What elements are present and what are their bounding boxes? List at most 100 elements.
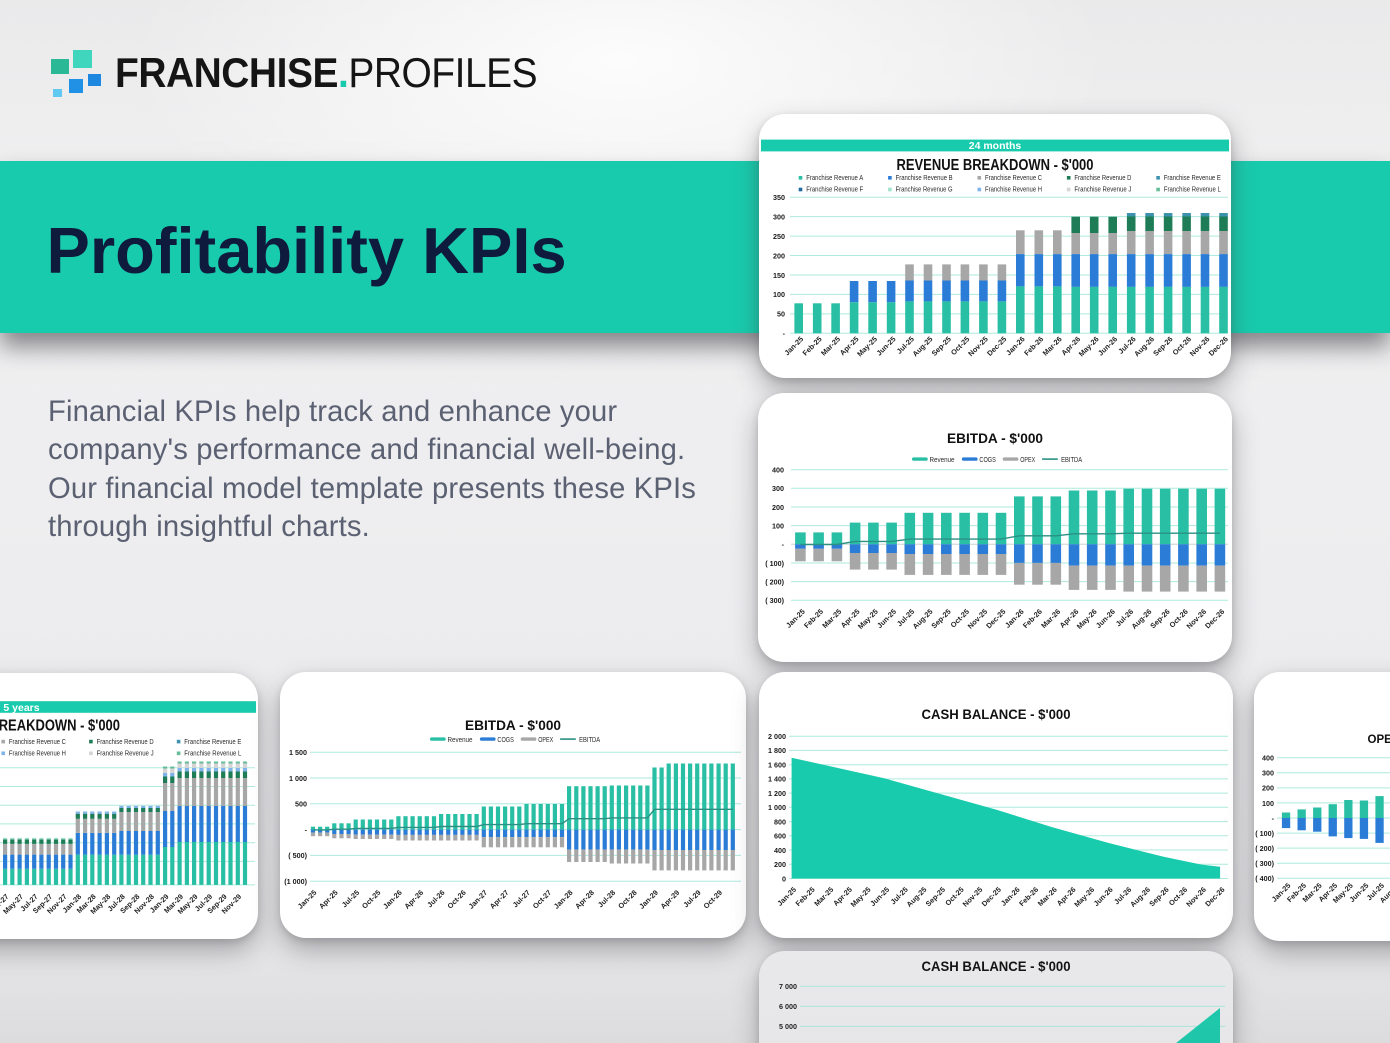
svg-text:0: 0	[782, 874, 786, 883]
svg-text:Feb-26: Feb-26	[1021, 607, 1044, 630]
svg-text:1 500: 1 500	[289, 748, 307, 757]
svg-text:1 000: 1 000	[768, 803, 786, 812]
svg-text:Jun-26: Jun-26	[1092, 885, 1115, 908]
svg-text:Apr-26: Apr-26	[402, 888, 425, 911]
svg-text:Franchise Revenue J: Franchise Revenue J	[97, 749, 154, 758]
svg-text:Sep-26: Sep-26	[1148, 607, 1171, 630]
svg-text:Nov-25: Nov-25	[961, 885, 985, 909]
svg-text:400: 400	[1262, 754, 1274, 763]
svg-text:Dec-26: Dec-26	[1207, 335, 1230, 358]
svg-text:REVENUE BREAKDOWN - $'000: REVENUE BREAKDOWN - $'000	[897, 157, 1094, 174]
svg-text:CASH BALANCE - $'000: CASH BALANCE - $'000	[922, 707, 1071, 723]
svg-text:Dec-25: Dec-25	[980, 885, 1003, 908]
svg-text:Apr-25: Apr-25	[317, 888, 340, 911]
svg-text:Jan-28: Jan-28	[552, 888, 575, 911]
svg-text:REVENUE BREAKDOWN - $'000: REVENUE BREAKDOWN - $'000	[0, 717, 120, 734]
svg-text:50: 50	[777, 310, 785, 319]
svg-text:May-26: May-26	[1075, 607, 1099, 631]
svg-text:OPEX: OPEX	[538, 735, 553, 744]
svg-text:Jul-28: Jul-28	[596, 888, 617, 909]
svg-text:Feb-25: Feb-25	[801, 335, 824, 358]
svg-text:Franchise Revenue L: Franchise Revenue L	[184, 749, 241, 758]
svg-text:Jun-26: Jun-26	[1096, 335, 1119, 358]
svg-text:Franchise Revenue D: Franchise Revenue D	[1074, 173, 1131, 182]
svg-text:Aug-25: Aug-25	[911, 335, 935, 359]
svg-text:500: 500	[295, 800, 307, 809]
svg-text:Jan-25: Jan-25	[775, 885, 798, 908]
svg-text:Aug-25: Aug-25	[905, 885, 929, 909]
svg-text:400: 400	[772, 466, 784, 475]
svg-text:-: -	[783, 329, 786, 338]
svg-text:200: 200	[773, 251, 785, 260]
svg-text:Dec-25: Dec-25	[985, 335, 1008, 358]
svg-text:Jan-25: Jan-25	[782, 335, 805, 358]
svg-text:300: 300	[772, 484, 784, 493]
svg-text:Dec-26: Dec-26	[1203, 607, 1226, 630]
svg-text:200: 200	[772, 503, 784, 512]
svg-text:100: 100	[1262, 799, 1274, 808]
svg-text:24 months: 24 months	[969, 140, 1022, 152]
svg-text:150: 150	[773, 271, 785, 280]
svg-text:Aug-26: Aug-26	[1130, 607, 1154, 631]
svg-text:-: -	[305, 825, 308, 834]
svg-text:Jan-29: Jan-29	[637, 888, 660, 911]
svg-text:Franchise Revenue L: Franchise Revenue L	[1164, 185, 1221, 194]
svg-text:Franchise Revenue E: Franchise Revenue E	[1164, 173, 1221, 182]
svg-text:5 years: 5 years	[3, 702, 39, 714]
svg-text:EBITDA - $'000: EBITDA - $'000	[947, 431, 1043, 447]
svg-text:Jun-25: Jun-25	[868, 885, 891, 908]
svg-text:Nov-26: Nov-26	[1188, 335, 1212, 359]
svg-text:Jun-26: Jun-26	[1094, 607, 1117, 630]
svg-text:Nov-25: Nov-25	[966, 335, 990, 359]
svg-text:CASH BALANCE - $'000: CASH BALANCE - $'000	[922, 959, 1071, 975]
svg-text:Jan-26: Jan-26	[999, 885, 1022, 908]
svg-text:Oct-26: Oct-26	[445, 888, 467, 910]
svg-text:May-26: May-26	[1072, 885, 1096, 909]
svg-text:2 000: 2 000	[768, 732, 786, 741]
svg-text:Nov-25: Nov-25	[966, 607, 990, 631]
svg-text:1 000: 1 000	[289, 774, 307, 783]
svg-text:Apr-29: Apr-29	[659, 888, 682, 911]
svg-text:Franchise Revenue E: Franchise Revenue E	[184, 737, 241, 746]
svg-text:OPEX: OPEX	[1020, 455, 1035, 464]
svg-text:Nov-26: Nov-26	[1185, 607, 1209, 631]
svg-text:Feb-25: Feb-25	[802, 607, 825, 630]
svg-text:300: 300	[1262, 769, 1274, 778]
svg-text:1 800: 1 800	[768, 746, 786, 755]
svg-text:Jan-27: Jan-27	[466, 888, 489, 911]
svg-text:COGS: COGS	[497, 735, 514, 744]
svg-text:-: -	[1272, 814, 1275, 823]
svg-text:Franchise Revenue C: Franchise Revenue C	[985, 173, 1042, 182]
svg-text:1 200: 1 200	[768, 789, 786, 798]
svg-text:600: 600	[774, 832, 786, 841]
svg-text:EBITDA: EBITDA	[1061, 455, 1082, 464]
svg-text:Mar-26: Mar-26	[1039, 607, 1062, 630]
svg-text:Jul-27: Jul-27	[511, 888, 532, 909]
svg-text:Jul-26: Jul-26	[425, 888, 446, 909]
svg-text:1 600: 1 600	[768, 761, 786, 770]
svg-text:Jun-25: Jun-25	[875, 607, 898, 630]
svg-text:Franchise Revenue A: Franchise Revenue A	[806, 173, 863, 182]
svg-text:Sep-26: Sep-26	[1147, 885, 1170, 908]
svg-text:Revenue: Revenue	[448, 735, 473, 744]
svg-text:Jan-26: Jan-26	[381, 888, 404, 911]
svg-text:6 000: 6 000	[779, 1002, 797, 1011]
svg-text:Franchise Revenue B: Franchise Revenue B	[896, 173, 953, 182]
svg-text:May-25: May-25	[855, 335, 879, 359]
svg-text:EBITDA - $'000: EBITDA - $'000	[465, 718, 561, 734]
svg-text:Dec-26: Dec-26	[1203, 885, 1226, 908]
svg-text:Feb-26: Feb-26	[1022, 335, 1045, 358]
svg-text:Feb-26: Feb-26	[1017, 885, 1040, 908]
svg-text:( 300): ( 300)	[765, 596, 784, 605]
svg-text:350: 350	[773, 193, 785, 202]
svg-text:(1 000): (1 000)	[284, 877, 307, 886]
svg-text:( 200): ( 200)	[765, 577, 784, 586]
svg-text:Oct-25: Oct-25	[360, 888, 382, 910]
svg-text:Jul-25: Jul-25	[340, 888, 361, 909]
svg-text:Jan-26: Jan-26	[1004, 335, 1027, 358]
svg-text:250: 250	[773, 232, 785, 241]
svg-text:COGS: COGS	[979, 455, 996, 464]
svg-text:Apr-27: Apr-27	[488, 888, 511, 911]
svg-text:Nov-26: Nov-26	[1184, 885, 1208, 909]
svg-text:Franchise Revenue G: Franchise Revenue G	[896, 185, 953, 194]
